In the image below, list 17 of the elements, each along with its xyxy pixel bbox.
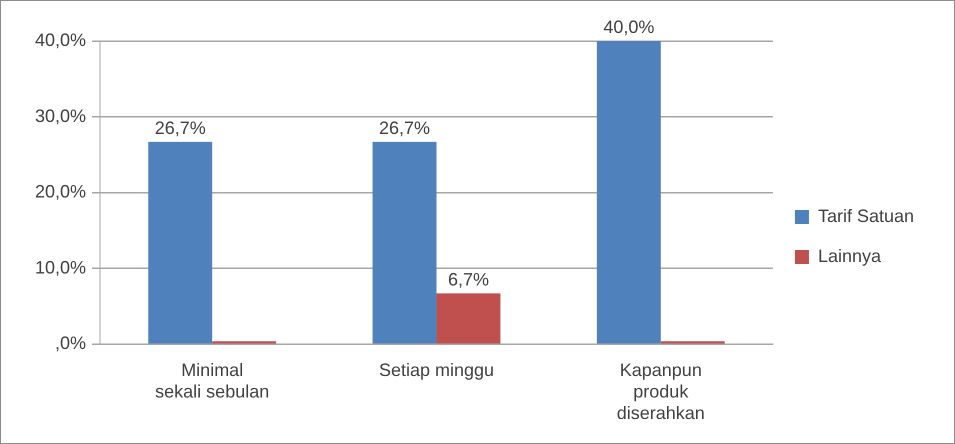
legend-label: Tarif Satuan	[818, 206, 914, 226]
data-label: 26,7%	[379, 118, 430, 138]
y-tick-label: 10,0%	[34, 257, 86, 278]
y-tick-label: 40,0%	[34, 30, 86, 50]
x-tick-label: Kapanpun produk diserahkan	[616, 360, 705, 424]
legend-label: Lainnya	[818, 246, 882, 266]
x-tick-label: Minimal sekali sebulan	[155, 360, 270, 402]
y-tick-label: 20,0%	[34, 182, 86, 202]
y-tick-label: ,0%	[55, 333, 86, 354]
bar	[596, 41, 661, 344]
bar	[372, 142, 436, 344]
data-label: 26,7%	[154, 118, 206, 138]
data-label: 40,0%	[603, 16, 654, 37]
x-tick-label: Setiap minggu	[378, 360, 494, 380]
bar	[148, 142, 212, 344]
y-tick-label: 30,0%	[34, 106, 86, 126]
data-label: 6,7%	[448, 269, 489, 290]
